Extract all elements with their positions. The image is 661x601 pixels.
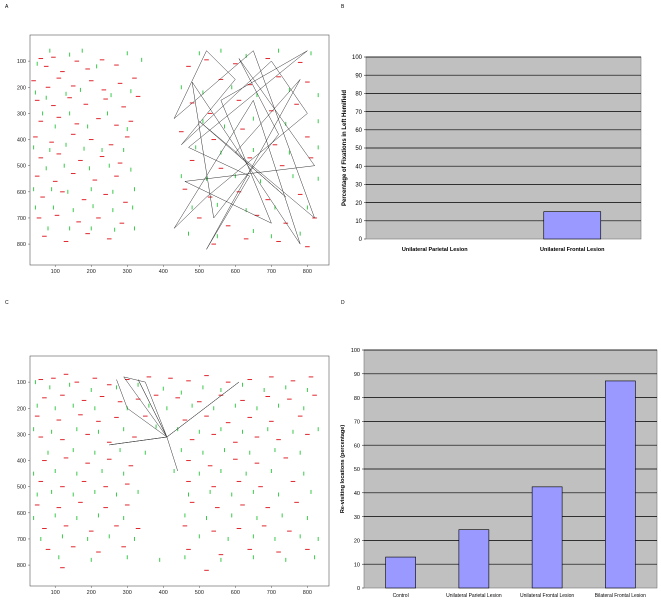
bar — [543, 211, 602, 240]
y-tick-label: 50 — [355, 146, 362, 152]
plot-frame — [29, 355, 330, 587]
category-label: Bilateral Frontal Lesion — [595, 593, 646, 599]
category-label: Unilateral Frontal Lesion — [540, 247, 605, 253]
y-tick-label: 700 — [17, 537, 26, 543]
panel-label-c: C — [5, 300, 9, 306]
y-tick-label: 100 — [17, 380, 26, 386]
category-label: Unilateral Parietal Lesion — [402, 247, 468, 253]
y-axis-title: Re-visiting locations (percentage) — [340, 425, 346, 513]
fixation-scan-path — [109, 376, 240, 472]
y-tick-label: 30 — [355, 183, 362, 189]
y-tick-label: 600 — [17, 511, 26, 517]
y-tick-label: 700 — [17, 216, 26, 222]
y-tick-label: 0 — [357, 586, 360, 592]
x-tick-label: 100 — [51, 269, 60, 275]
category-label: Control — [393, 593, 409, 599]
bar — [605, 380, 636, 589]
fixation-scan-path — [173, 50, 316, 250]
bar — [531, 486, 563, 589]
bar — [458, 529, 490, 589]
y-tick-label: 60 — [354, 443, 360, 449]
y-tick-label: 100 — [351, 348, 360, 354]
category-label: Unilateral Frontal Lesion — [520, 593, 574, 599]
y-tick-label: 400 — [17, 459, 26, 465]
x-tick-label: 700 — [267, 269, 276, 275]
y-tick-label: 200 — [17, 406, 26, 412]
y-axis-title: Percentage of Fixations in Left Hemifiel… — [342, 90, 348, 206]
x-tick-label: 500 — [195, 269, 204, 275]
x-tick-label: 300 — [123, 269, 132, 275]
x-tick-label: 600 — [231, 269, 240, 275]
y-tick-label: 600 — [17, 190, 26, 196]
y-tick-label: 80 — [355, 92, 362, 98]
y-tick-label: 60 — [355, 128, 362, 134]
y-tick-label: 90 — [355, 73, 362, 79]
y-tick-label: 80 — [354, 396, 360, 402]
x-tick-label: 200 — [87, 590, 96, 596]
y-tick-label: 300 — [17, 432, 26, 438]
y-tick-label: 500 — [17, 485, 26, 491]
y-tick-label: 90 — [354, 372, 360, 378]
x-tick-label: 800 — [303, 590, 312, 596]
x-tick-label: 500 — [195, 590, 204, 596]
y-tick-label: 70 — [355, 110, 362, 116]
bar-chart-d: 0 10 20 30 40 50 60 70 80 90 100 Control Unilateral … — [340, 348, 658, 599]
y-tick-label: 10 — [355, 219, 362, 225]
y-tick-label: 20 — [354, 539, 360, 545]
x-tick-label: 600 — [231, 590, 240, 596]
y-tick-label: 10 — [354, 562, 360, 568]
y-tick-label: 30 — [354, 515, 360, 521]
panel-label-d: D — [341, 300, 345, 306]
y-tick-label: 20 — [355, 201, 362, 207]
panel-label-a: A — [5, 4, 9, 10]
panel-label-b: B — [341, 4, 345, 10]
x-tick-label: 400 — [159, 269, 168, 275]
y-tick-label: 800 — [17, 242, 26, 248]
plot-frame — [29, 34, 330, 266]
y-tick-label: 100 — [352, 55, 363, 61]
x-tick-label: 700 — [267, 590, 276, 596]
y-tick-label: 800 — [17, 563, 26, 569]
x-tick-label: 300 — [123, 590, 132, 596]
bar-chart-b: 0 10 20 30 40 50 60 70 80 90 100 Unilateral Parieta… — [342, 55, 642, 253]
category-label: Unilateral Parietal Lesion — [446, 593, 502, 599]
y-tick-label: 40 — [354, 491, 360, 497]
y-tick-label: 50 — [354, 467, 360, 473]
x-tick-label: 200 — [87, 269, 96, 275]
scatter-plot-a: 100 200 300 400 500 600 700 800 100 200 300 400 500 6… — [17, 34, 330, 275]
y-tick-label: 400 — [17, 138, 26, 144]
y-tick-label: 100 — [17, 59, 26, 65]
y-tick-label: 40 — [355, 164, 362, 170]
y-tick-label: 500 — [17, 164, 26, 170]
x-tick-label: 100 — [51, 590, 60, 596]
x-tick-label: 800 — [303, 269, 312, 275]
y-tick-label: 200 — [17, 85, 26, 91]
bar — [385, 556, 416, 589]
scatter-plot-c: 100 200 300 400 500 600 700 800 100 200 300 400 500 6… — [17, 355, 330, 596]
y-tick-label: 300 — [17, 111, 26, 117]
x-tick-label: 400 — [159, 590, 168, 596]
y-tick-label: 70 — [354, 420, 360, 426]
y-tick-label: 0 — [359, 237, 363, 243]
